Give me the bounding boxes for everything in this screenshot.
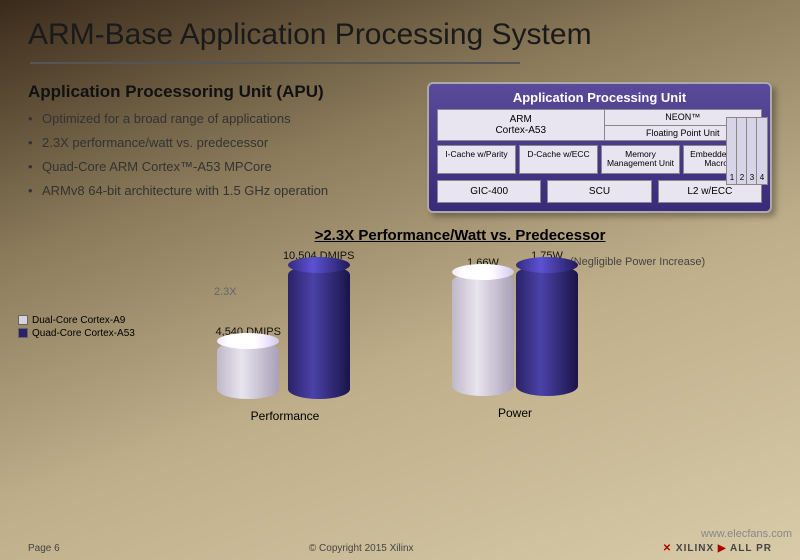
scu-cell: SCU <box>547 180 651 203</box>
perf-a9-cylinder <box>217 341 279 399</box>
title-rule <box>30 62 520 64</box>
core-stack-tabs: 1 2 3 4 <box>728 117 768 185</box>
apu-bullet: Optimized for a broad range of applicati… <box>28 111 415 126</box>
perf-bar-a53: 10,504 DMIPS <box>283 250 355 399</box>
legend-swatch-a53 <box>18 328 28 338</box>
brand-tagline: ALL PR <box>730 543 772 554</box>
core-label: ARMCortex-A53 <box>438 110 604 140</box>
diagram-bottom-row: GIC-400 SCU L2 w/ECC <box>437 180 762 203</box>
upper-section: Application Processoring Unit (APU) Opti… <box>28 82 772 213</box>
apu-bullet: Quad-Core ARM Cortex™-A53 MPCore <box>28 159 415 174</box>
slide: ARM-Base Application Processing System A… <box>0 0 800 560</box>
footer: Page 6 © Copyright 2015 Xilinx ✕ XILINX … <box>28 543 772 554</box>
power-group: (Negligible Power Increase) 1.66W 1.75W … <box>420 250 610 428</box>
perf-axis: Performance <box>251 409 320 423</box>
watermark: www.elecfans.com <box>701 528 792 540</box>
core-main: ARMCortex-A53 NEON™ Floating Point Unit <box>437 109 762 141</box>
power-axis: Power <box>498 406 532 420</box>
power-bar-a53: 1.75W <box>516 250 578 396</box>
core-row: ARMCortex-A53 NEON™ Floating Point Unit … <box>437 109 762 141</box>
brand-text: XILINX <box>676 543 714 554</box>
apu-bullet: 2.3X performance/watt vs. predecessor <box>28 135 415 150</box>
cache-cell: I-Cache w/Parity <box>437 145 516 174</box>
legend-swatch-a9 <box>18 315 28 325</box>
charts-row: 2.3X 4,540 DMIPS 10,504 DMIPS Performanc… <box>28 250 772 428</box>
apu-bullet-list: Optimized for a broad range of applicati… <box>28 111 415 198</box>
apu-heading: Application Processoring Unit (APU) <box>28 82 415 102</box>
apu-diagram: Application Processing Unit ARMCortex-A5… <box>427 82 772 213</box>
power-bar-a9: 1.66W <box>452 257 514 396</box>
perf-bar-a9: 4,540 DMIPS <box>216 326 281 399</box>
perf-bars: 2.3X 4,540 DMIPS 10,504 DMIPS <box>190 250 380 399</box>
cache-cell: Memory Management Unit <box>601 145 680 174</box>
multiplier-label: 2.3X <box>214 286 237 298</box>
copyright: © Copyright 2015 Xilinx <box>309 543 414 554</box>
perf-group: 2.3X 4,540 DMIPS 10,504 DMIPS Performanc… <box>190 250 380 428</box>
power-bars: 1.66W 1.75W <box>420 250 610 396</box>
perf-a53-cylinder <box>288 265 350 399</box>
chart-area: >2.3X Performance/Watt vs. Predecessor D… <box>28 227 772 428</box>
power-a53-cylinder <box>516 265 578 396</box>
slide-title: ARM-Base Application Processing System <box>28 18 772 52</box>
diagram-title: Application Processing Unit <box>437 90 762 105</box>
cache-row: I-Cache w/Parity D-Cache w/ECC Memory Ma… <box>437 145 762 174</box>
power-a9-cylinder <box>452 272 514 396</box>
cache-cell: D-Cache w/ECC <box>519 145 598 174</box>
core-tab: 4 <box>756 117 768 185</box>
brand-logo: ✕ XILINX ▶ ALL PR <box>663 543 772 554</box>
apu-text-block: Application Processoring Unit (APU) Opti… <box>28 82 415 213</box>
apu-bullet: ARMv8 64-bit architecture with 1.5 GHz o… <box>28 183 415 198</box>
chart-title: >2.3X Performance/Watt vs. Predecessor <box>148 227 772 244</box>
page-number: Page 6 <box>28 543 60 554</box>
gic-cell: GIC-400 <box>437 180 541 203</box>
